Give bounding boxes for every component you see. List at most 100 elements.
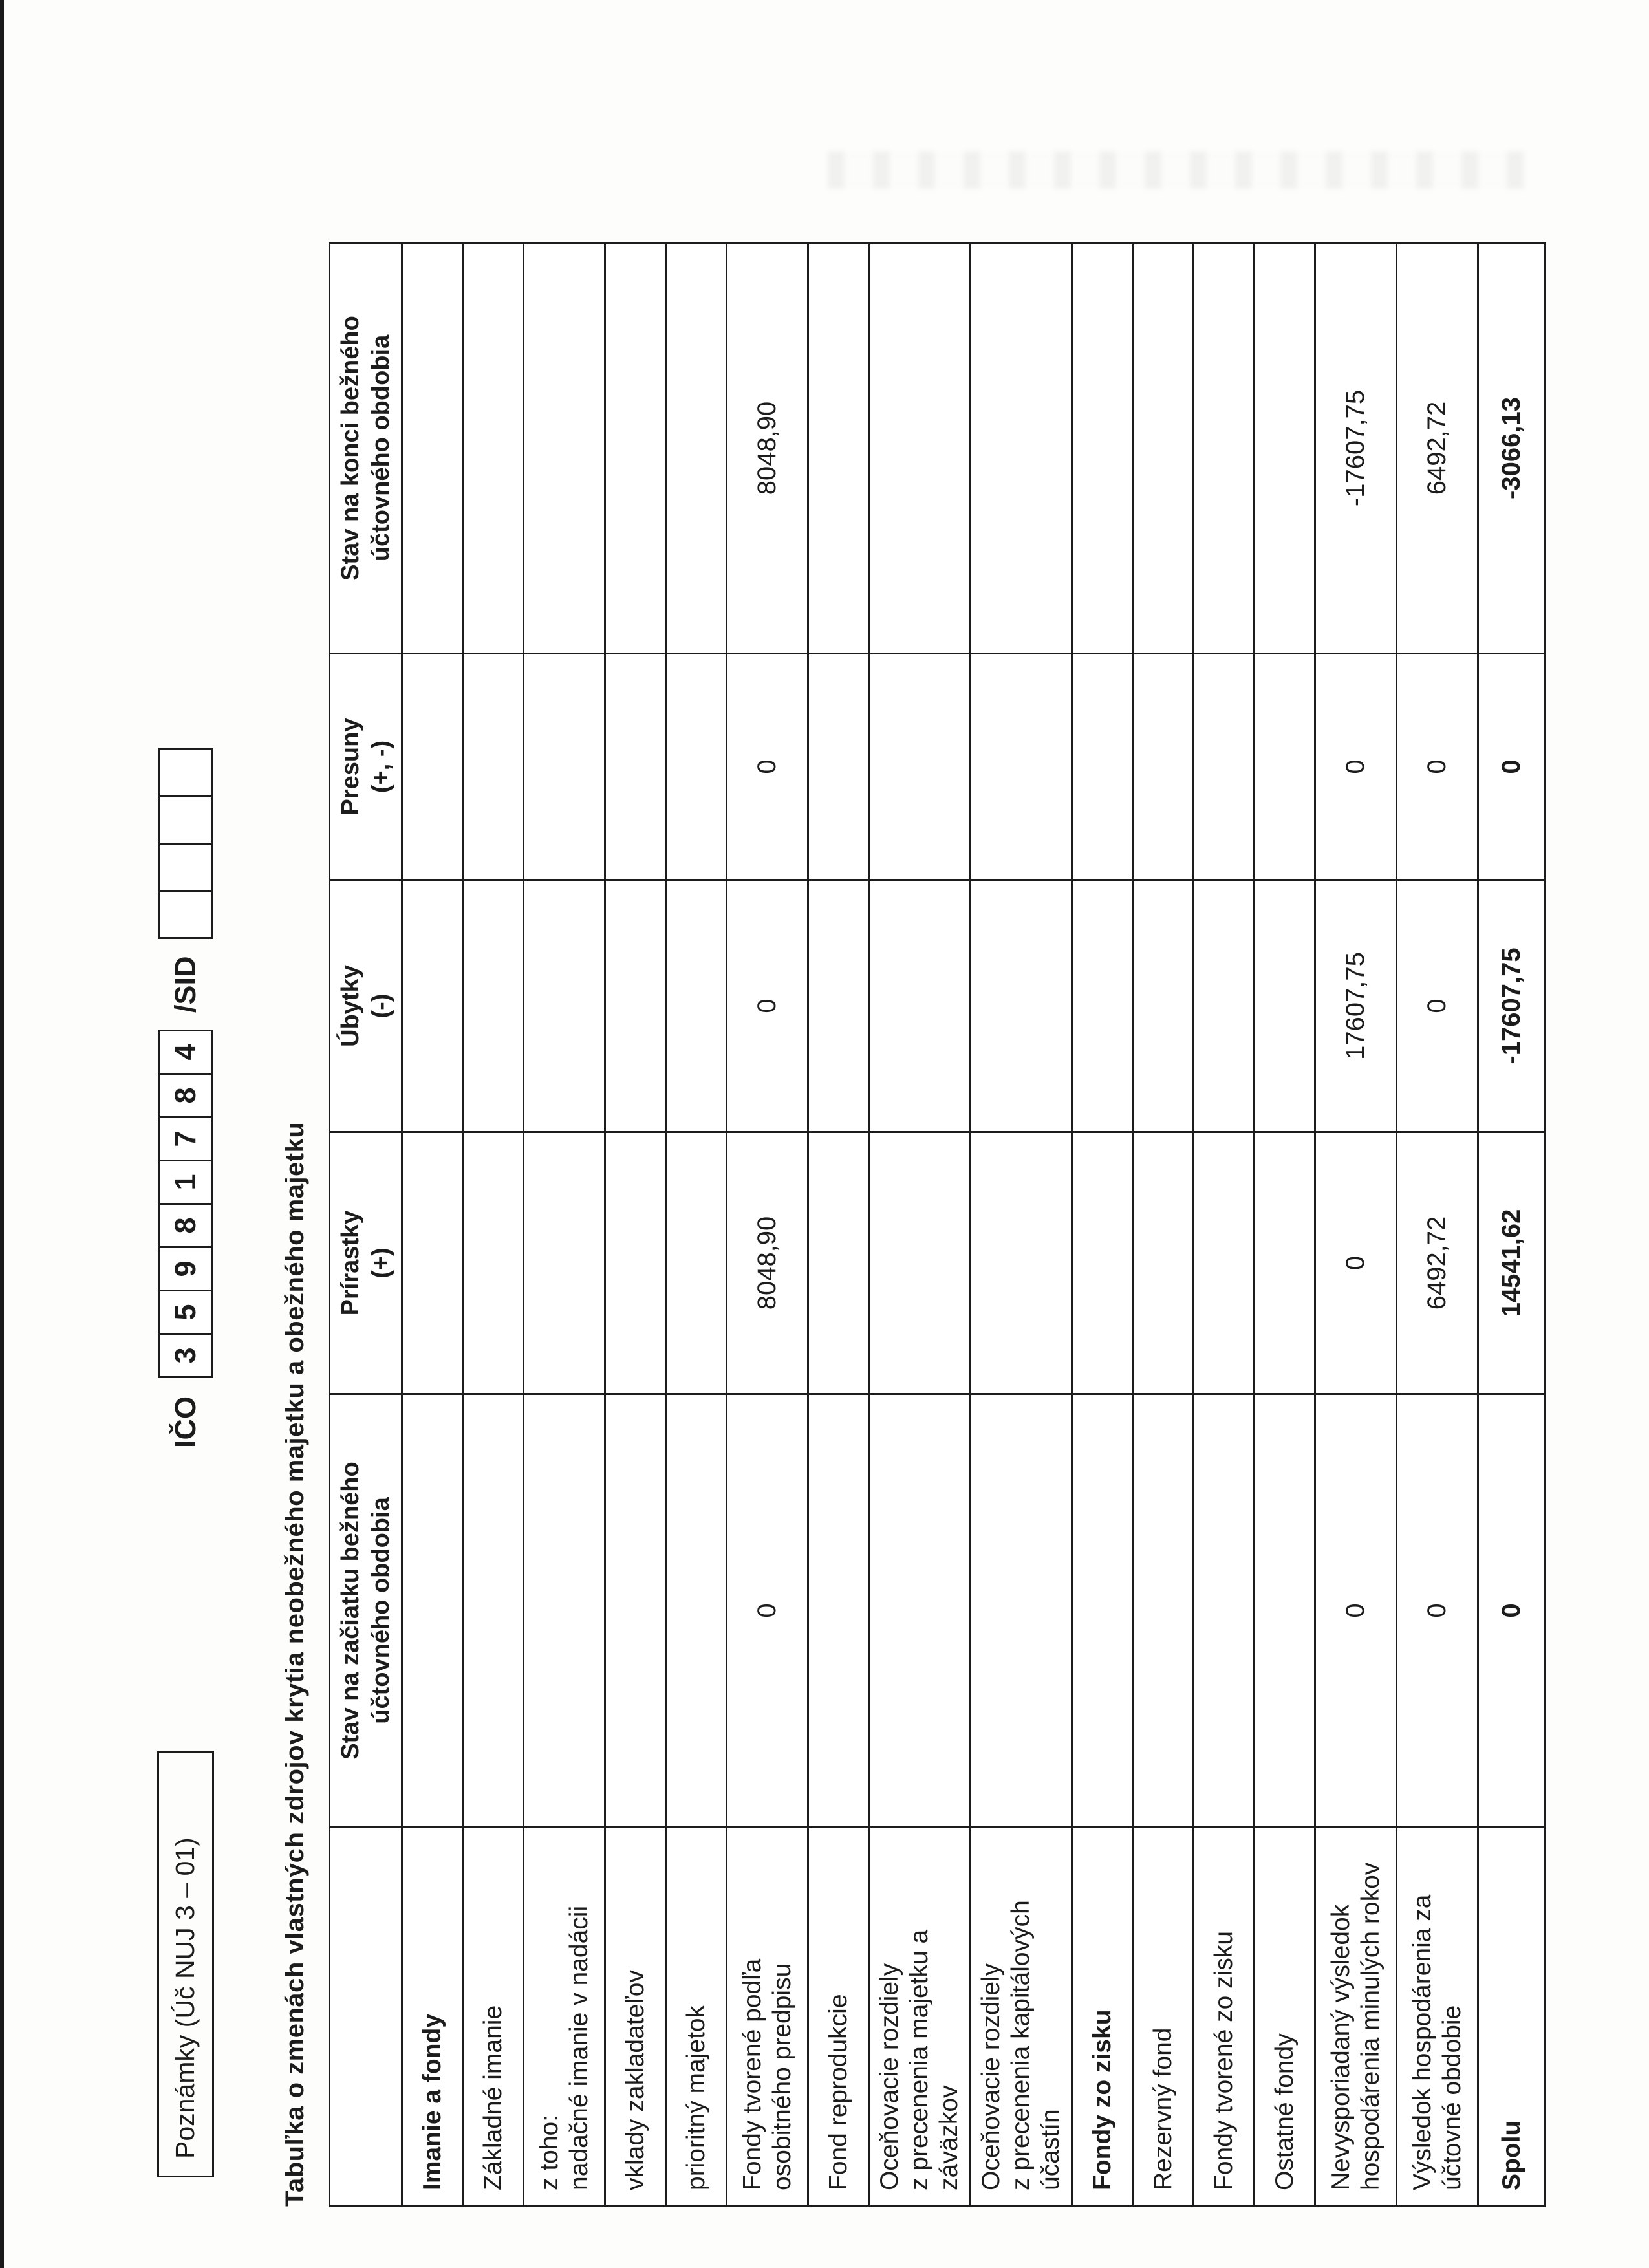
value-cell (808, 243, 869, 654)
value-cell (462, 243, 524, 654)
ico-label: IČO (169, 1396, 202, 1448)
header-line: Stav na konci bežného (336, 316, 364, 581)
value-cell (970, 653, 1072, 880)
value-cell (523, 880, 605, 1132)
row-label-line: záväzkov (935, 2085, 963, 2190)
row-label-line: Základné imanie (479, 2005, 507, 2190)
row-label-cell: Nevysporiadaný výsledok hospodárenia minu… (1315, 1827, 1397, 2206)
scan-edge-artifact (0, 0, 4, 2268)
table-row: Imanie a fondy (402, 243, 463, 2206)
value-cell (665, 653, 727, 880)
ico-digit-box: 4 (158, 1029, 213, 1075)
value-cell: 0 (1315, 653, 1397, 880)
value-cell (523, 653, 605, 880)
value-cell (1072, 1132, 1133, 1394)
value-cell (402, 1394, 463, 1828)
value-cell: 8048,90 (726, 243, 808, 654)
header-line: (+) (367, 1247, 394, 1279)
header-line: Prírastky (336, 1210, 364, 1316)
ico-digit-box: 3 (158, 1332, 213, 1378)
header-cell: Stav na konci bežného účtovného obdobia (329, 243, 402, 654)
header-cell: Stav na začiatku bežného účtovného obdobi… (329, 1394, 402, 1828)
value-cell (665, 1394, 727, 1828)
table-row: Ostatné fondy (1254, 243, 1315, 2206)
row-label-line: Oceňovacie rozdiely (876, 1963, 903, 2190)
table-row: vklady zakladateľov (605, 243, 666, 2206)
table-row: Fondy tvorené zo zisku (1193, 243, 1255, 2206)
value-cell (1132, 1132, 1194, 1394)
row-label-line: prioritný majetok (682, 2005, 710, 2190)
row-label-line: Rezervný fond (1148, 2027, 1177, 2190)
value-cell (808, 653, 869, 880)
row-label-line: Nevysporiadaný výsledok (1326, 1904, 1355, 2190)
row-label-line: Oceňovacie rozdiely (977, 1963, 1005, 2190)
value-cell (605, 653, 666, 880)
row-label-line: Fondy zo zisku (1088, 2009, 1116, 2190)
value-cell (523, 243, 605, 654)
ico-digit-box: 1 (158, 1159, 213, 1205)
ico-digit-box: 9 (158, 1246, 213, 1291)
value-cell (1132, 653, 1194, 880)
row-label-line: Spolu (1497, 2120, 1525, 2190)
table-row: Nevysporiadaný výsledok hospodárenia minu… (1315, 243, 1397, 2206)
value-cell (970, 243, 1072, 654)
value-cell (1254, 1132, 1315, 1394)
row-label-cell: Fond reprodukcie (808, 1827, 869, 2206)
value-cell: 0 (726, 880, 808, 1132)
row-label-cell: vklady zakladateľov (605, 1827, 666, 2206)
value-cell: 0 (1478, 653, 1546, 880)
value-cell: 0 (1315, 1132, 1397, 1394)
changes-table: Stav na začiatku bežného účtovného obdobi… (329, 242, 1546, 2207)
value-cell (462, 1394, 524, 1828)
header-row: Stav na začiatku bežného účtovného obdobi… (329, 243, 402, 2206)
ico-digit-box: 8 (158, 1202, 213, 1248)
value-cell (605, 1394, 666, 1828)
page-title: Tabuľka o zmenách vlastných zdrojov kryt… (281, 1121, 309, 2207)
value-cell (868, 1394, 971, 1828)
value-cell (970, 880, 1072, 1132)
header-cell: Presuny (+, -) (329, 653, 402, 880)
row-label-cell: prioritný majetok (665, 1827, 727, 2206)
value-cell (970, 1132, 1072, 1394)
sid-label: /SID (169, 956, 202, 1013)
value-cell (1193, 1132, 1255, 1394)
row-label-line: osobitného predpisu (768, 1963, 796, 2190)
row-label-cell: Základné imanie (462, 1827, 524, 2206)
value-cell (605, 1132, 666, 1394)
value-cell (808, 1132, 869, 1394)
value-cell (523, 1394, 605, 1828)
header-line: Presuny (336, 718, 364, 815)
table-row: Výsledok hospodárenia za účtovné obdobie 0… (1396, 243, 1478, 2206)
header-line: účtovného obdobia (367, 334, 394, 562)
value-cell: 0 (1478, 1394, 1546, 1828)
value-cell (402, 1132, 463, 1394)
form-code-label: Poznámky (Úč NUJ 3 – 01) (170, 1837, 200, 2159)
row-label-line: hospodárenia minulých rokov (1356, 1862, 1385, 2190)
row-label-line: Ostatné fondy (1270, 2033, 1299, 2190)
value-cell (970, 1394, 1072, 1828)
table-row: Fondy tvorené podľa osobitného predpisu 0 8… (726, 243, 808, 2206)
table-row: Základné imanie (462, 243, 524, 2206)
value-cell (1132, 880, 1194, 1132)
changes-table-body: Imanie a fondy Základné imanie z toho: nada… (402, 243, 1546, 2206)
value-cell (605, 880, 666, 1132)
row-label-cell: Fondy zo zisku (1072, 1827, 1133, 2206)
row-label-cell: z toho: nadačné imanie v nadácii (523, 1827, 605, 2206)
sid-empty-box (158, 890, 213, 940)
value-cell: 17607,75 (1315, 880, 1397, 1132)
sid-empty-box (158, 748, 213, 798)
header-line: (+, -) (367, 740, 394, 794)
value-cell (868, 243, 971, 654)
row-label-line: účastín (1037, 2109, 1064, 2190)
value-cell (1254, 880, 1315, 1132)
row-label-line: Imanie a fondy (418, 2013, 446, 2190)
table-row: Rezervný fond (1132, 243, 1194, 2206)
header-cell-empty (329, 1827, 402, 2206)
value-cell: 0 (1315, 1394, 1397, 1828)
row-label-cell: Oceňovacie rozdiely z precenenia kapitálo… (970, 1827, 1072, 2206)
row-label-line: z precenenia majetku a (905, 1929, 933, 2190)
value-cell (1254, 243, 1315, 654)
value-cell: 6492,72 (1396, 243, 1478, 654)
sid-empty-box (158, 843, 213, 892)
row-label-cell: Ostatné fondy (1254, 1827, 1315, 2206)
